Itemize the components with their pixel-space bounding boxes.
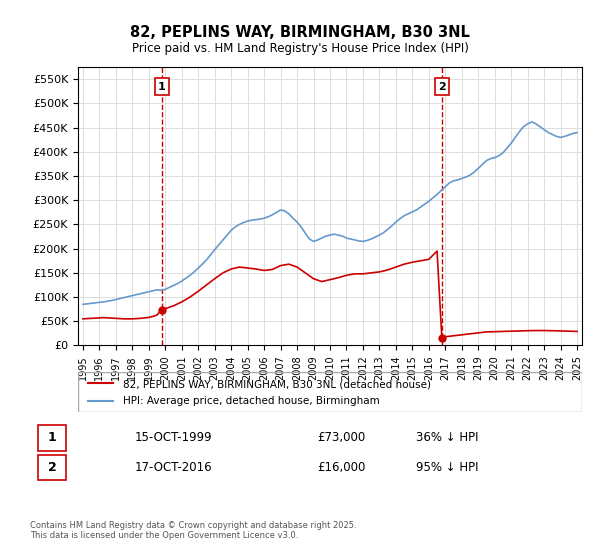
Text: Contains HM Land Registry data © Crown copyright and database right 2025.
This d: Contains HM Land Registry data © Crown c… [30,521,356,540]
Text: £73,000: £73,000 [317,431,365,444]
Text: Price paid vs. HM Land Registry's House Price Index (HPI): Price paid vs. HM Land Registry's House … [131,42,469,55]
Text: 15-OCT-1999: 15-OCT-1999 [135,431,212,444]
Text: 2: 2 [48,460,56,474]
FancyBboxPatch shape [38,426,66,451]
Text: 95% ↓ HPI: 95% ↓ HPI [416,460,479,474]
Text: 17-OCT-2016: 17-OCT-2016 [135,460,212,474]
Text: HPI: Average price, detached house, Birmingham: HPI: Average price, detached house, Birm… [124,395,380,405]
Text: 82, PEPLINS WAY, BIRMINGHAM, B30 3NL (detached house): 82, PEPLINS WAY, BIRMINGHAM, B30 3NL (de… [124,379,431,389]
Text: £16,000: £16,000 [317,460,365,474]
Text: 36% ↓ HPI: 36% ↓ HPI [416,431,479,444]
Text: 2: 2 [438,82,446,92]
FancyBboxPatch shape [38,455,66,480]
Text: 1: 1 [48,431,56,444]
Text: 82, PEPLINS WAY, BIRMINGHAM, B30 3NL: 82, PEPLINS WAY, BIRMINGHAM, B30 3NL [130,25,470,40]
Text: 1: 1 [158,82,166,92]
